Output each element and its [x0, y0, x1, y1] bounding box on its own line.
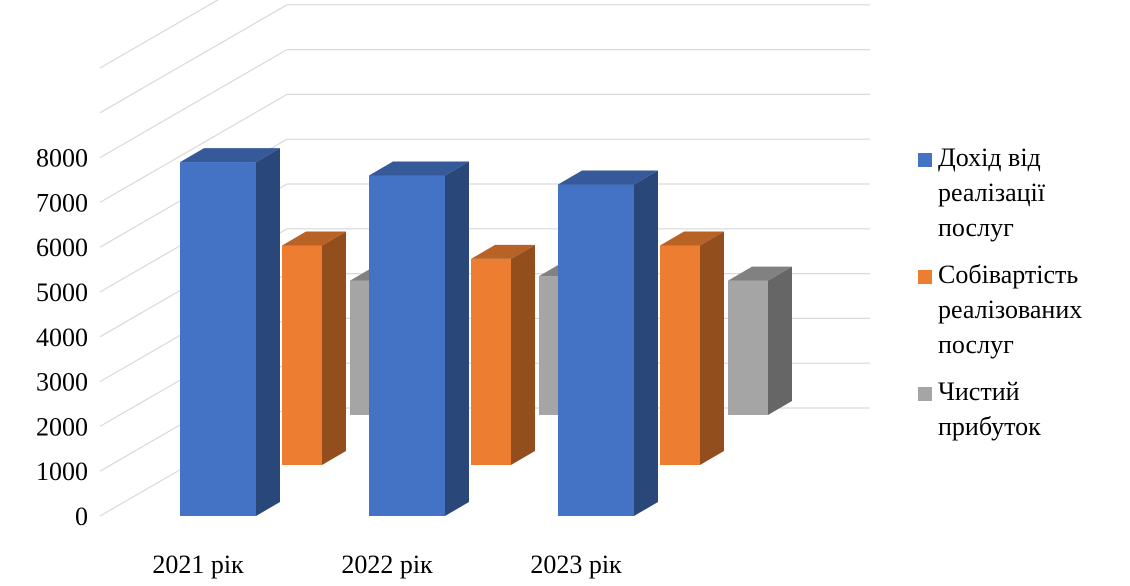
bar-дохід-від-реалізації-послуг-0: [180, 148, 280, 516]
y-tick-label: 3000: [36, 368, 88, 397]
bar-side: [445, 161, 469, 516]
bar-side: [511, 244, 535, 465]
bar-top: [282, 231, 346, 246]
bar-собівартість-реалізованих-послуг-1: [471, 244, 535, 465]
x-category-label: 2023 рік: [530, 550, 622, 579]
bar-top: [728, 266, 792, 281]
legend-item-cost: Собівартість реалізованих послуг: [918, 257, 1123, 362]
bar-собівартість-реалізованих-послуг-2: [660, 231, 724, 465]
bar-front: [660, 245, 700, 465]
bar-дохід-від-реалізації-послуг-2: [558, 170, 658, 517]
bar-side: [700, 231, 724, 465]
bar-top: [180, 148, 280, 163]
floor-gridline: [99, 93, 288, 203]
legend-item-net-profit: Чистий прибуток: [918, 374, 1123, 444]
bar-собівартість-реалізованих-послуг-0: [282, 231, 346, 465]
bar-side: [256, 148, 280, 516]
x-category-label: 2022 рік: [341, 550, 433, 579]
bar-side: [634, 170, 658, 517]
bar-чистий-прибуток-2: [728, 266, 792, 415]
bar-side: [322, 231, 346, 465]
legend-label-revenue: Дохід від реалізації послуг: [938, 143, 1045, 242]
bar-top: [471, 244, 535, 259]
floor-gridline: [99, 49, 288, 159]
y-tick-label: 1000: [36, 457, 88, 486]
bar-side: [768, 266, 792, 415]
bar-front: [369, 175, 445, 516]
legend-label-cost: Собівартість реалізованих послуг: [938, 260, 1083, 359]
bar-front: [728, 280, 768, 415]
floor-gridline: [99, 4, 288, 114]
bar-дохід-від-реалізації-послуг-1: [369, 161, 469, 516]
legend-swatch-cost: [918, 270, 932, 284]
y-tick-label: 8000: [36, 144, 88, 173]
x-axis-category-labels: 2021 рік 2022 рік 2023 рік: [152, 550, 622, 579]
y-tick-label: 5000: [36, 278, 88, 307]
legend-swatch-net-profit: [918, 387, 932, 401]
y-tick-label: 7000: [36, 188, 88, 217]
chart-bars: [180, 148, 792, 517]
y-axis-tick-labels: 0 1000 2000 3000 4000 5000 6000 7000 8000: [36, 144, 88, 531]
legend-swatch-revenue: [918, 153, 932, 167]
bar-top: [660, 231, 724, 246]
bar-front: [180, 162, 256, 516]
y-tick-label: 6000: [36, 233, 88, 262]
bar-front: [282, 245, 322, 465]
chart-legend: Дохід від реалізації послуг Собівартість…: [918, 140, 1123, 456]
y-tick-label: 4000: [36, 323, 88, 352]
bar-top: [369, 161, 469, 176]
floor-gridline: [99, 0, 219, 69]
y-tick-label: 0: [75, 502, 88, 531]
bar-front: [558, 184, 634, 517]
y-tick-label: 2000: [36, 412, 88, 441]
legend-label-net-profit: Чистий прибуток: [938, 377, 1041, 441]
bar-top: [558, 170, 658, 185]
x-category-label: 2021 рік: [152, 550, 244, 579]
legend-item-revenue: Дохід від реалізації послуг: [918, 140, 1123, 245]
bar-front: [471, 258, 511, 465]
